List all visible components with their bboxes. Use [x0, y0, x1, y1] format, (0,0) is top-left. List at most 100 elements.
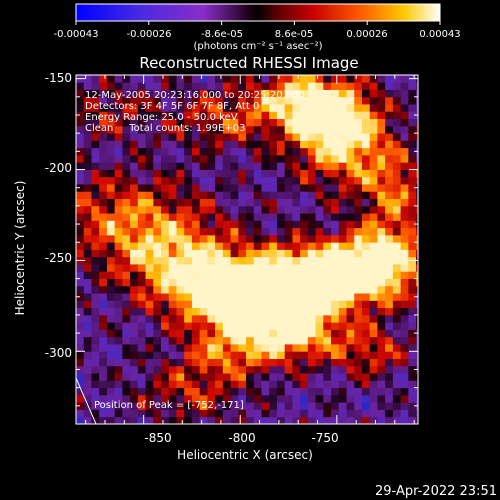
heatmap-cell — [307, 416, 316, 424]
heatmap-cell — [215, 402, 224, 410]
heatmap-cell — [230, 162, 239, 170]
heatmap-cell — [161, 409, 170, 418]
heatmap-cell — [215, 271, 224, 279]
heatmap-cell — [106, 293, 116, 301]
heatmap-cell — [292, 373, 301, 381]
heatmap-cell — [83, 191, 92, 199]
heatmap-cell — [238, 227, 247, 236]
heatmap-cell — [307, 154, 316, 163]
heatmap-cell — [269, 380, 278, 389]
heatmap-cell — [369, 133, 378, 141]
heatmap-cell — [246, 293, 255, 301]
heatmap-cell — [276, 358, 286, 367]
heatmap-cell — [137, 329, 146, 338]
heatmap-cell — [168, 96, 177, 105]
heatmap-cell — [230, 314, 239, 323]
heatmap-cell — [137, 307, 146, 316]
heatmap-cell — [307, 344, 316, 352]
heatmap-cell — [400, 402, 409, 410]
heatmap-cell — [99, 249, 108, 258]
heatmap-cell — [323, 104, 332, 112]
heatmap-cell — [161, 278, 170, 287]
heatmap-cell — [153, 373, 162, 381]
heatmap-cell — [222, 264, 231, 272]
heatmap-cell — [338, 89, 347, 98]
heatmap-cell — [99, 227, 108, 236]
heatmap-cell — [215, 140, 224, 149]
heatmap-cell — [191, 96, 201, 105]
heatmap-cell — [114, 162, 123, 170]
heatmap-cell — [184, 205, 193, 214]
heatmap-cell — [323, 191, 332, 199]
heatmap-cell — [207, 380, 216, 389]
heatmap-cell — [392, 234, 402, 243]
colorbar-ticks — [75, 21, 441, 25]
heatmap-cell — [292, 227, 301, 236]
heatmap-cell — [377, 416, 386, 424]
heatmap-cell — [207, 329, 216, 338]
heatmap-cell — [338, 293, 347, 301]
heatmap-cell — [400, 264, 409, 272]
heatmap-cell — [354, 89, 363, 98]
heatmap-cell — [83, 205, 92, 214]
heatmap-cell — [392, 351, 402, 359]
heatmap-cell — [361, 147, 371, 156]
heatmap-cell — [153, 380, 162, 389]
heatmap-cell — [176, 169, 185, 178]
heatmap-cell — [199, 234, 208, 243]
heatmap-cell — [354, 293, 363, 301]
heatmap-cell — [385, 176, 394, 185]
heatmap-cell — [137, 336, 146, 345]
heatmap-cell — [99, 380, 108, 389]
heatmap-cell — [315, 278, 324, 287]
heatmap-cell — [400, 140, 409, 149]
colorbar-tick-1: -0.00026 — [127, 29, 172, 40]
heatmap-cell — [91, 307, 100, 316]
heatmap-cell — [161, 162, 170, 170]
heatmap-cell — [284, 111, 293, 120]
heatmap-cell — [253, 205, 262, 214]
heatmap-cell — [161, 227, 170, 236]
heatmap-cell — [323, 82, 332, 90]
heatmap-cell — [130, 234, 139, 243]
heatmap-cell — [392, 329, 402, 338]
heatmap-cell — [276, 205, 286, 214]
heatmap-cell — [222, 373, 231, 381]
heatmap-cell — [230, 104, 239, 112]
heatmap-cell — [199, 387, 208, 396]
heatmap-cell — [392, 307, 402, 316]
heatmap-cell — [114, 314, 123, 323]
heatmap-cell — [207, 402, 216, 410]
heatmap-cell — [369, 111, 378, 120]
heatmap-cell — [76, 82, 85, 90]
heatmap-cell — [137, 89, 146, 98]
heatmap-cell — [168, 329, 177, 338]
heatmap-cell — [346, 96, 355, 105]
colorbar-tick-4: 0.00026 — [346, 29, 387, 40]
y-tick-label-0: -150 — [45, 71, 72, 85]
heatmap-cell — [176, 96, 185, 105]
heatmap-cell — [300, 213, 309, 221]
heatmap-cell — [184, 329, 193, 338]
heatmap-cell — [222, 169, 231, 178]
heatmap-cell — [91, 104, 100, 112]
heatmap-cell — [346, 293, 355, 301]
heatmap-cell — [416, 249, 418, 258]
heatmap-cell — [222, 125, 231, 134]
heatmap-cell — [408, 293, 417, 301]
heatmap-cell — [269, 300, 278, 309]
heatmap-cell — [99, 220, 108, 229]
heatmap-cell — [184, 154, 193, 163]
heatmap-cell — [331, 154, 340, 163]
heatmap-cell — [315, 220, 324, 229]
heatmap-cell — [106, 358, 116, 367]
heatmap-cell — [114, 307, 123, 316]
heatmap-cell — [230, 125, 239, 134]
heatmap-cell — [346, 373, 355, 381]
heatmap-cell — [153, 213, 162, 221]
heatmap-cell — [300, 387, 309, 396]
heatmap-cell — [307, 227, 316, 236]
heatmap-cell — [392, 191, 402, 199]
heatmap-cell — [300, 322, 309, 330]
heatmap-cell — [307, 365, 316, 374]
